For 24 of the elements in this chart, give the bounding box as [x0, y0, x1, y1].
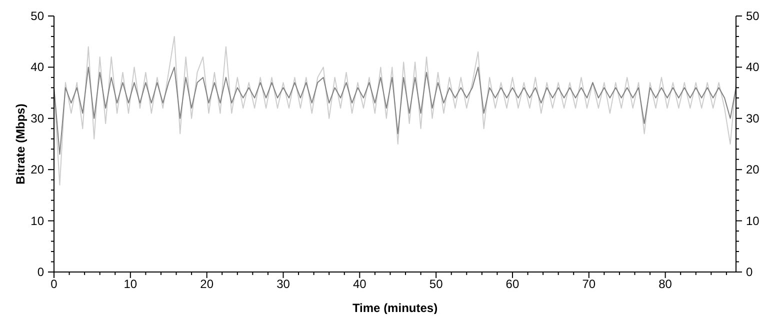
x-tick-label: 60	[506, 277, 520, 291]
y-tick-label: 30	[30, 111, 44, 126]
y2-tick-label: 10	[746, 214, 760, 228]
y-tick-label: 40	[30, 60, 44, 74]
x-tick-label: 20	[200, 277, 214, 291]
y2-tick-label: 20	[746, 162, 760, 177]
x-tick-label: 80	[658, 277, 672, 291]
x-tick-label: 70	[582, 277, 596, 291]
y2-tick-label: 30	[746, 111, 760, 126]
y-tick-label: 50	[30, 9, 44, 23]
y2-tick-label: 40	[746, 60, 760, 74]
y-tick-label: 0	[37, 265, 44, 279]
line-series	[54, 36, 736, 186]
y-axis-title: Bitrate (Mbps)	[13, 104, 28, 184]
y2-tick-label: 0	[746, 265, 753, 279]
x-tick-label: 50	[429, 277, 444, 291]
y-tick-label: 20	[30, 162, 44, 177]
y-tick-label: 10	[30, 214, 44, 228]
y2-tick-label: 50	[746, 9, 760, 23]
x-tick-label: 10	[124, 277, 138, 291]
line-series	[54, 66, 736, 155]
x-tick-label: 30	[276, 277, 290, 291]
x-tick-label: 0	[50, 277, 58, 291]
x-tick-label: 40	[352, 277, 367, 291]
